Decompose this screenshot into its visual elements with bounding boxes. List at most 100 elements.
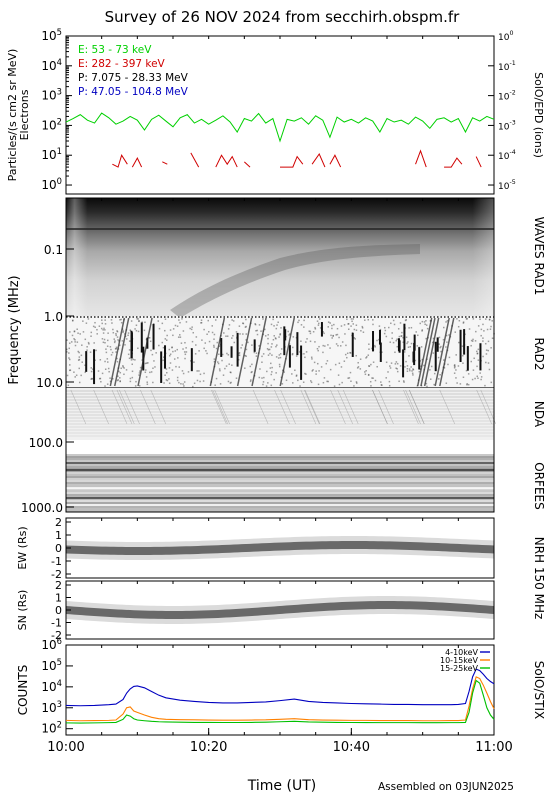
rad2-speckle [323,377,326,379]
nrh-sn-ylabel: SN (Rs) [16,590,29,631]
rad2-speckle [324,345,326,347]
rad2-speckle [485,349,488,351]
nda-streak [409,389,425,425]
rad2-bursts [66,317,495,389]
rad2-speckle [74,339,76,341]
rad2-speckle [90,367,93,369]
epd-left-axis: 100 101 102 103 104 105 [41,27,72,192]
nda-streak [280,389,296,425]
rad2-speckle [474,340,477,342]
rad2-speckle [385,335,388,338]
rad2-speckle [362,331,365,333]
rad2-speckle [191,340,194,343]
rad2-speckle [305,351,308,353]
rad2-speckle [417,334,419,337]
rad2-speckle [225,365,228,367]
rad1-burst-shadow [170,244,420,318]
rad2-speckle [271,354,273,356]
rad2-speckle [415,331,417,333]
rad2-speckle [131,370,134,373]
rad2-speckle [89,351,92,353]
nda-streak [304,389,321,425]
freq-tick-label: 0.1 [44,243,63,257]
rad2-speckle [361,327,364,329]
rad2-speckle [425,324,428,326]
nrh-tick-label: -1 [51,617,62,630]
rad2-speckle [456,318,458,320]
rad2-speckle [81,344,83,346]
rad2-type3-burst [253,339,256,352]
rad2-speckle [287,330,289,333]
rad2-speckle [145,369,147,371]
rad2-speckle [476,365,478,368]
rad2-type3-burst [300,345,303,380]
rad2-speckle [470,339,473,342]
rad2-speckle [198,370,200,372]
rad2-speckle [334,363,337,366]
rad2-speckle [77,350,79,353]
rad2-speckle [335,334,337,336]
rad2-speckle [146,381,148,383]
rad2-speckle [228,363,230,365]
rad2-speckle [279,333,282,335]
rad2-speckle [138,374,140,376]
rad2-speckle [101,319,103,321]
time-tick-label: 10:00 [47,740,84,755]
rad2-speckle [472,369,475,371]
rad2-speckle [152,381,154,384]
rad2-speckle [477,348,480,351]
rad2-speckle [384,326,386,329]
rad2-speckle [203,347,205,350]
rad2-speckle [78,367,80,370]
rad2-speckle [168,348,171,351]
nrh-sn-halo [66,596,494,624]
freq-tick-label: 1.0 [44,310,63,324]
rad2-speckle [154,366,156,368]
rad2-speckle [318,322,320,325]
epd-ylabel: Particles/(s cm2 sr MeV) [6,49,19,182]
rad2-speckle [353,328,356,331]
rad2-speckle [347,328,350,330]
rad2-speckle [107,361,109,363]
rad2-speckle [70,341,73,343]
nda-lines [66,389,497,437]
rad2-speckle [424,323,426,326]
rad2-speckle [485,361,487,364]
epd-legend-entry: E: 282 - 397 keV [78,58,166,70]
rad2-speckle [322,381,325,384]
rad2-speckle [193,361,195,363]
rad2-speckle [162,346,165,349]
rad2-speckle [490,381,493,384]
rad2-speckle [485,353,488,355]
rad2-speckle [338,383,341,386]
rad2-type3-burst [479,343,482,371]
rad2-speckle [206,352,208,355]
rad2-speckle [486,328,489,331]
nrh-ew-panel: 210-1-2 EW (Rs) [16,516,495,581]
rad2-type3-burst [351,332,354,357]
rad2-speckle [314,328,317,330]
rad2-speckle [395,367,397,369]
rad2-speckle [270,346,273,348]
rad2-speckle [423,364,425,367]
rad2-speckle [244,354,246,357]
rad2-speckle [311,358,313,360]
rad2-speckle [84,371,86,374]
rad2-speckle [314,341,316,343]
rad2-speckle [410,366,412,368]
rad2-speckle [488,318,491,321]
rad2-speckle [105,351,108,354]
rad2-speckle [437,356,440,359]
rad2-speckle [462,321,465,323]
nrh-sn-band [66,601,494,619]
rad2-type3-burst [164,345,167,369]
rad2-speckle [272,318,274,321]
rad2-speckle [90,331,93,334]
rad2-speckle [116,330,119,333]
rad2-speckle [346,356,348,359]
rad2-speckle [161,341,164,344]
rad2-speckle [383,332,386,335]
rad2-speckle [491,337,494,340]
rad2-speckle [273,325,275,327]
rad2-speckle [144,362,147,365]
